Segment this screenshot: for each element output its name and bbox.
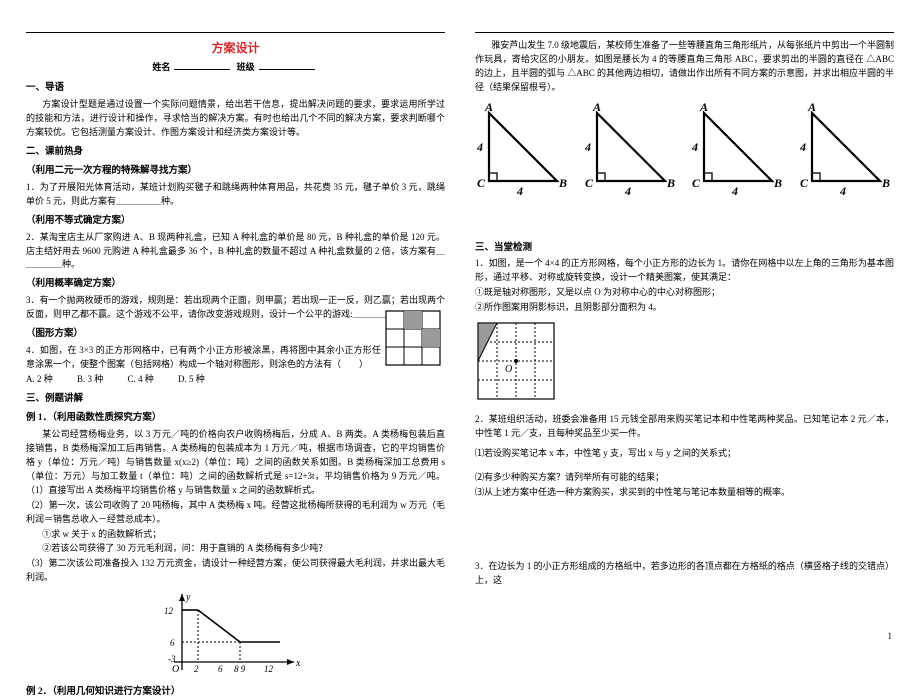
option-d: D. 5 种 <box>178 373 205 387</box>
svg-text:A: A <box>699 101 708 114</box>
svg-text:4: 4 <box>516 184 523 198</box>
triangle-1: A C B 4 4 <box>475 101 571 201</box>
svg-text:A: A <box>807 101 816 114</box>
svg-text:2: 2 <box>194 664 199 674</box>
svg-text:4: 4 <box>476 140 483 154</box>
section-2c-heading: （利用概率确定方案） <box>26 277 445 292</box>
svg-text:4: 4 <box>799 140 806 154</box>
q2c-text: ⑶从上述方案中任选一种方案购买，求买到的中性笔与笔记本数量相等的概率。 <box>475 486 894 500</box>
svg-text:6: 6 <box>218 664 223 674</box>
doc-title: 方案设计 <box>26 39 445 56</box>
option-b: B. 3 种 <box>77 373 103 387</box>
example-1-p2a: ①求 w 关于 x 的函数解析式； <box>26 528 445 542</box>
section-2d-options: A. 2 种 B. 3 种 C. 4 种 D. 5 种 <box>26 373 445 387</box>
svg-text:8 9: 8 9 <box>234 664 246 674</box>
svg-text:C: C <box>800 176 809 190</box>
function-graph: O x y 12 6 -3 2 6 8 9 12 <box>150 590 300 676</box>
name-class-line: 姓名 班级 <box>26 60 445 73</box>
svg-text:B: B <box>666 176 675 190</box>
section-3-heading: 三、例题讲解 <box>26 392 445 407</box>
svg-text:6: 6 <box>170 638 175 648</box>
example-1-p1: 某公司经营杨梅业务，以 3 万元／吨的价格向农户收购杨梅后，分成 A、B 两类。… <box>26 428 445 498</box>
q1b-text: ②所作图案用阴影标识，且阴影部分面积为 4。 <box>475 301 894 315</box>
section-check-heading: 三、当堂检测 <box>475 241 894 256</box>
top-rule-right <box>475 32 894 33</box>
triangle-4: A C B 4 4 <box>798 101 894 201</box>
svg-text:O: O <box>172 664 179 675</box>
section-2d-heading: （图形方案） <box>26 327 445 342</box>
left-column: 方案设计 姓名 班级 一、导语 方案设计型题是通过设置一个实际问题情景，给出若干… <box>26 32 445 641</box>
svg-text:4: 4 <box>584 140 591 154</box>
svg-text:-3: -3 <box>168 654 176 664</box>
example-1-p2b: ②若该公司获得了 30 万元毛利润，问：用于直销的 A 类杨梅有多少吨？ <box>26 542 445 556</box>
svg-text:B: B <box>558 176 567 190</box>
section-1-text: 方案设计型题是通过设置一个实际问题情景，给出若干信息，提出解决问题的要求，要求运… <box>26 98 445 140</box>
q2a-text: ⑴若设购买笔记本 x 本，中性笔 y 支，写出 x 与 y 之间的关系式； <box>475 447 894 461</box>
section-2c-text: 3．有一个抛两枚硬币的游戏，规则是：若出现两个正面，则甲赢；若出现一正一反，则乙… <box>26 294 445 322</box>
section-2a-text: 1．为了开展阳光体育活动，某班计划购买毽子和跳绳两种体育用品，共花费 35 元，… <box>26 181 445 209</box>
q3-text: 3．在边长为 1 的小正方形组成的方格纸中，若多边形的各顶点都在方格纸的格点（横… <box>475 560 894 588</box>
q1-text: 1．如图，是一个 4×4 的正方形网格，每个小正方形的边长为 1。请你在网格中以… <box>475 257 894 285</box>
q2-text: 2．某班组织活动，班委会准备用 15 元钱全部用来购买笔记本和中性笔两种奖品。已… <box>475 413 894 441</box>
example-1-heading: 例 1．（利用函数性质探究方案） <box>26 411 445 426</box>
svg-text:y: y <box>185 592 191 603</box>
svg-text:C: C <box>477 176 486 190</box>
example-1-p3: （3）第二次该公司准备投入 132 万元资金，请设计一种经营方案，使公司获得最大… <box>26 557 445 585</box>
triangle-2: A C B 4 4 <box>583 101 679 201</box>
svg-text:B: B <box>881 176 890 190</box>
svg-text:A: A <box>592 101 601 114</box>
right-intro: 雅安芦山发生 7.0 级地震后，某校师生准备了一些等腰直角三角形纸片，从每张纸片… <box>475 39 894 95</box>
svg-text:4: 4 <box>624 184 631 198</box>
triangle-row: A C B 4 4 A C B 4 4 A C B 4 <box>475 101 894 201</box>
top-rule <box>26 32 445 33</box>
example-2-heading: 例 2．（利用几何知识进行方案设计） <box>26 685 445 700</box>
section-2b-heading: （利用不等式确定方案） <box>26 214 445 229</box>
section-2b-text: 2．某淘宝店主从厂家购进 A、B 现两种礼盒，已知 A 种礼盒的单价是 80 元… <box>26 231 445 273</box>
page-number: 1 <box>888 631 893 641</box>
svg-text:4: 4 <box>731 184 738 198</box>
q2b-text: ⑵有多少种购买方案？请列举所有可能的结果； <box>475 471 894 485</box>
option-c: C. 4 种 <box>128 373 154 387</box>
option-a: A. 2 种 <box>26 373 53 387</box>
svg-text:B: B <box>773 176 782 190</box>
section-2-heading: 二、课前热身 <box>26 145 445 160</box>
grid-3x3-figure <box>385 310 443 368</box>
svg-text:O: O <box>505 364 512 375</box>
svg-text:A: A <box>484 101 493 114</box>
triangle-3: A C B 4 4 <box>690 101 786 201</box>
svg-text:x: x <box>295 658 300 669</box>
svg-text:4: 4 <box>691 140 698 154</box>
svg-text:C: C <box>692 176 701 190</box>
grid-4x4-figure: O <box>475 320 561 406</box>
svg-text:12: 12 <box>164 606 174 616</box>
section-2d-text: 4．如图，在 3×3 的正方形网格中，已有两个小正方形被涂黑，再将图中其余小正方… <box>26 344 445 372</box>
svg-text:4: 4 <box>839 184 846 198</box>
svg-text:C: C <box>585 176 594 190</box>
example-1-p2: （2）第一次，该公司收购了 20 吨杨梅，其中 A 类杨梅 x 吨。经营这批杨梅… <box>26 499 445 527</box>
name-label: 姓名 <box>152 62 170 72</box>
section-1-heading: 一、导语 <box>26 81 445 96</box>
class-label: 班级 <box>237 62 255 72</box>
right-column: 雅安芦山发生 7.0 级地震后，某校师生准备了一些等腰直角三角形纸片，从每张纸片… <box>475 32 894 641</box>
q1a-text: ①既是轴对称图形，又是以点 O 为对称中心的中心对称图形； <box>475 286 894 300</box>
section-2a-heading: （利用二元一次方程的特殊解寻找方案） <box>26 164 445 179</box>
svg-text:12: 12 <box>264 664 274 674</box>
